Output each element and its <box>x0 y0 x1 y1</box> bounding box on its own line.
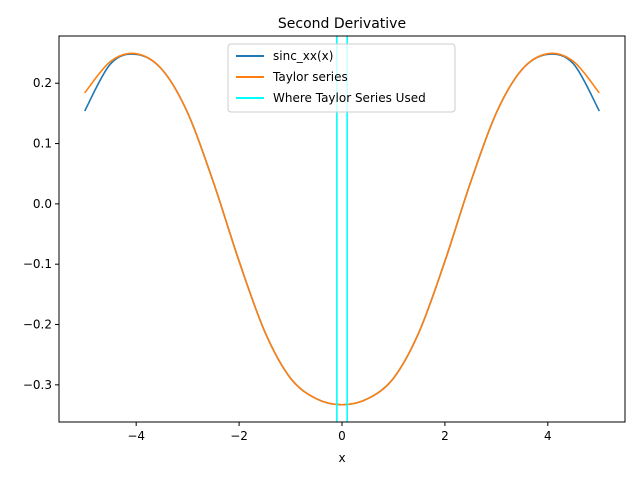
y-tick-label: 0.2 <box>33 76 52 90</box>
chart-title: Second Derivative <box>278 16 406 32</box>
y-tick-label: 0.0 <box>33 197 52 211</box>
x-tick-label: −2 <box>230 429 248 443</box>
legend-label-taylor: Taylor series <box>272 70 348 84</box>
x-tick-label: 4 <box>544 429 552 443</box>
y-tick-label: −0.1 <box>23 257 52 271</box>
y-tick-label: −0.3 <box>23 378 52 392</box>
x-tick-label: −4 <box>127 429 145 443</box>
x-tick-label: 2 <box>441 429 449 443</box>
legend-label-sinc: sinc_xx(x) <box>273 49 333 63</box>
series-line-taylor <box>84 52 600 406</box>
y-tick-label: −0.2 <box>23 318 52 332</box>
legend: sinc_xx(x) Taylor series Where Taylor Se… <box>227 43 456 113</box>
x-tick-label: 0 <box>338 429 346 443</box>
legend-box <box>227 43 456 113</box>
y-tick-label: 0.1 <box>33 137 52 151</box>
legend-label-vlines: Where Taylor Series Used <box>273 91 426 105</box>
x-axis-label: x <box>338 451 345 465</box>
